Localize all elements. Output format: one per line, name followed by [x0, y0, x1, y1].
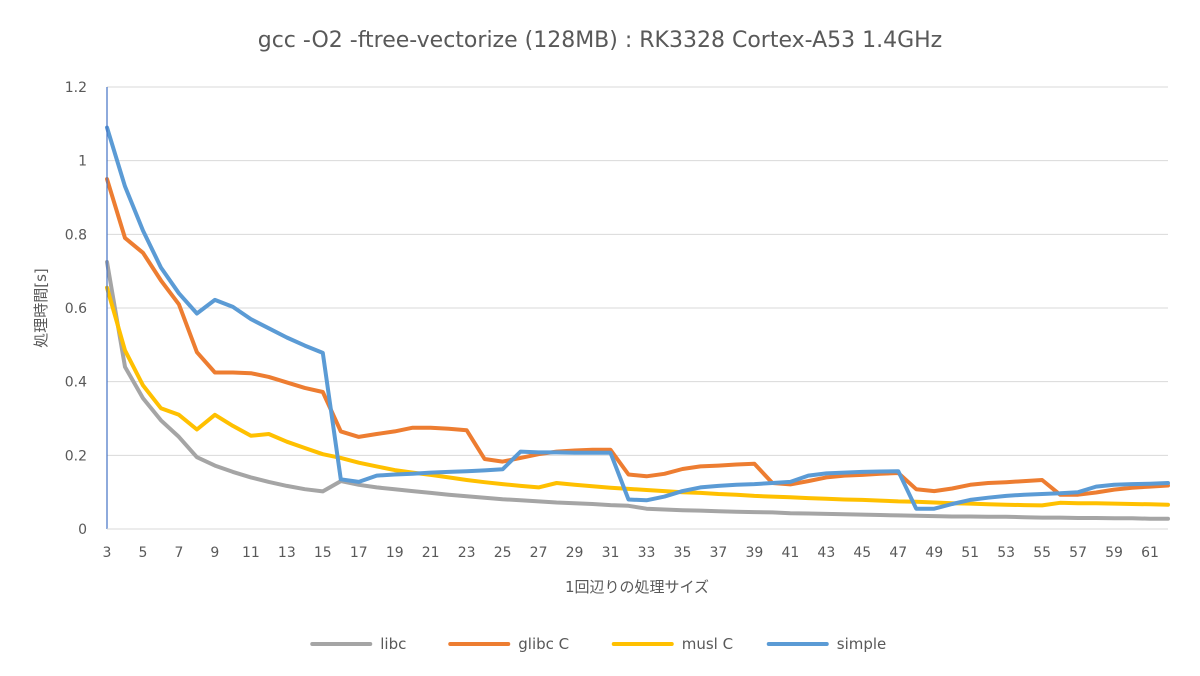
y-tick-label: 1 [78, 154, 87, 170]
x-tick-label: 59 [1105, 545, 1123, 561]
x-tick-label: 25 [494, 545, 512, 561]
x-tick-label: 21 [422, 545, 440, 561]
legend-label-glibc-c: glibc C [518, 635, 569, 653]
gridlines [107, 86, 1168, 456]
x-tick-label: 57 [1069, 545, 1087, 561]
series-lines [105, 125, 1170, 521]
series-line-libc [105, 260, 1170, 521]
x-tick-label: 11 [242, 545, 260, 561]
x-tick-label: 55 [1033, 545, 1051, 561]
series-line-simple [105, 125, 1170, 511]
y-tick-label: 0.2 [65, 448, 87, 464]
series-line-musl-c [105, 285, 1170, 508]
legend-label-simple: simple [837, 635, 887, 653]
x-tick-label: 29 [566, 545, 584, 561]
y-tick-label: 1.2 [65, 80, 87, 96]
x-tick-label: 33 [638, 545, 656, 561]
x-tick-label: 41 [781, 545, 799, 561]
y-tick-label: 0.8 [65, 227, 87, 243]
series-line-glibc-c [105, 177, 1170, 497]
y-tick-label: 0.6 [65, 301, 87, 317]
x-tick-label: 61 [1141, 545, 1159, 561]
x-tick-label: 39 [745, 545, 763, 561]
x-tick-label: 53 [997, 545, 1015, 561]
y-axis-title: 処理時間[s] [32, 268, 50, 348]
x-tick-label: 17 [350, 545, 368, 561]
x-tick-label: 9 [210, 545, 219, 561]
x-tick-label: 19 [386, 545, 404, 561]
y-tick-label: 0 [78, 522, 87, 538]
x-tick-label: 15 [314, 545, 332, 561]
x-tick-label: 23 [458, 545, 476, 561]
x-tick-label: 35 [674, 545, 692, 561]
legend: libc glibc C musl C simple [310, 635, 887, 653]
x-axis-title: 1回辺りの処理サイズ [565, 578, 709, 596]
x-tick-label: 37 [710, 545, 728, 561]
x-tick-label: 47 [889, 545, 907, 561]
x-tick-label: 7 [174, 545, 183, 561]
y-axis-ticks: 0 0.2 0.4 0.6 0.8 1 1.2 [65, 80, 87, 538]
x-tick-label: 51 [961, 545, 979, 561]
x-tick-label: 49 [925, 545, 943, 561]
x-tick-label: 31 [602, 545, 620, 561]
x-tick-label: 3 [103, 545, 112, 561]
x-tick-label: 45 [853, 545, 871, 561]
x-tick-label: 27 [530, 545, 548, 561]
x-tick-label: 43 [817, 545, 835, 561]
chart-title: gcc -O2 -ftree-vectorize (128MB) : RK332… [258, 28, 942, 53]
x-tick-label: 5 [139, 545, 148, 561]
x-axis-ticks: 3 5 7 9 11 13 15 17 19 21 23 25 27 29 31 33 35 37 39 41 43 45… [103, 545, 1159, 561]
x-tick-label: 13 [278, 545, 296, 561]
y-tick-label: 0.4 [65, 375, 87, 391]
legend-label-musl-c: musl C [682, 635, 733, 653]
legend-label-libc: libc [380, 635, 406, 653]
